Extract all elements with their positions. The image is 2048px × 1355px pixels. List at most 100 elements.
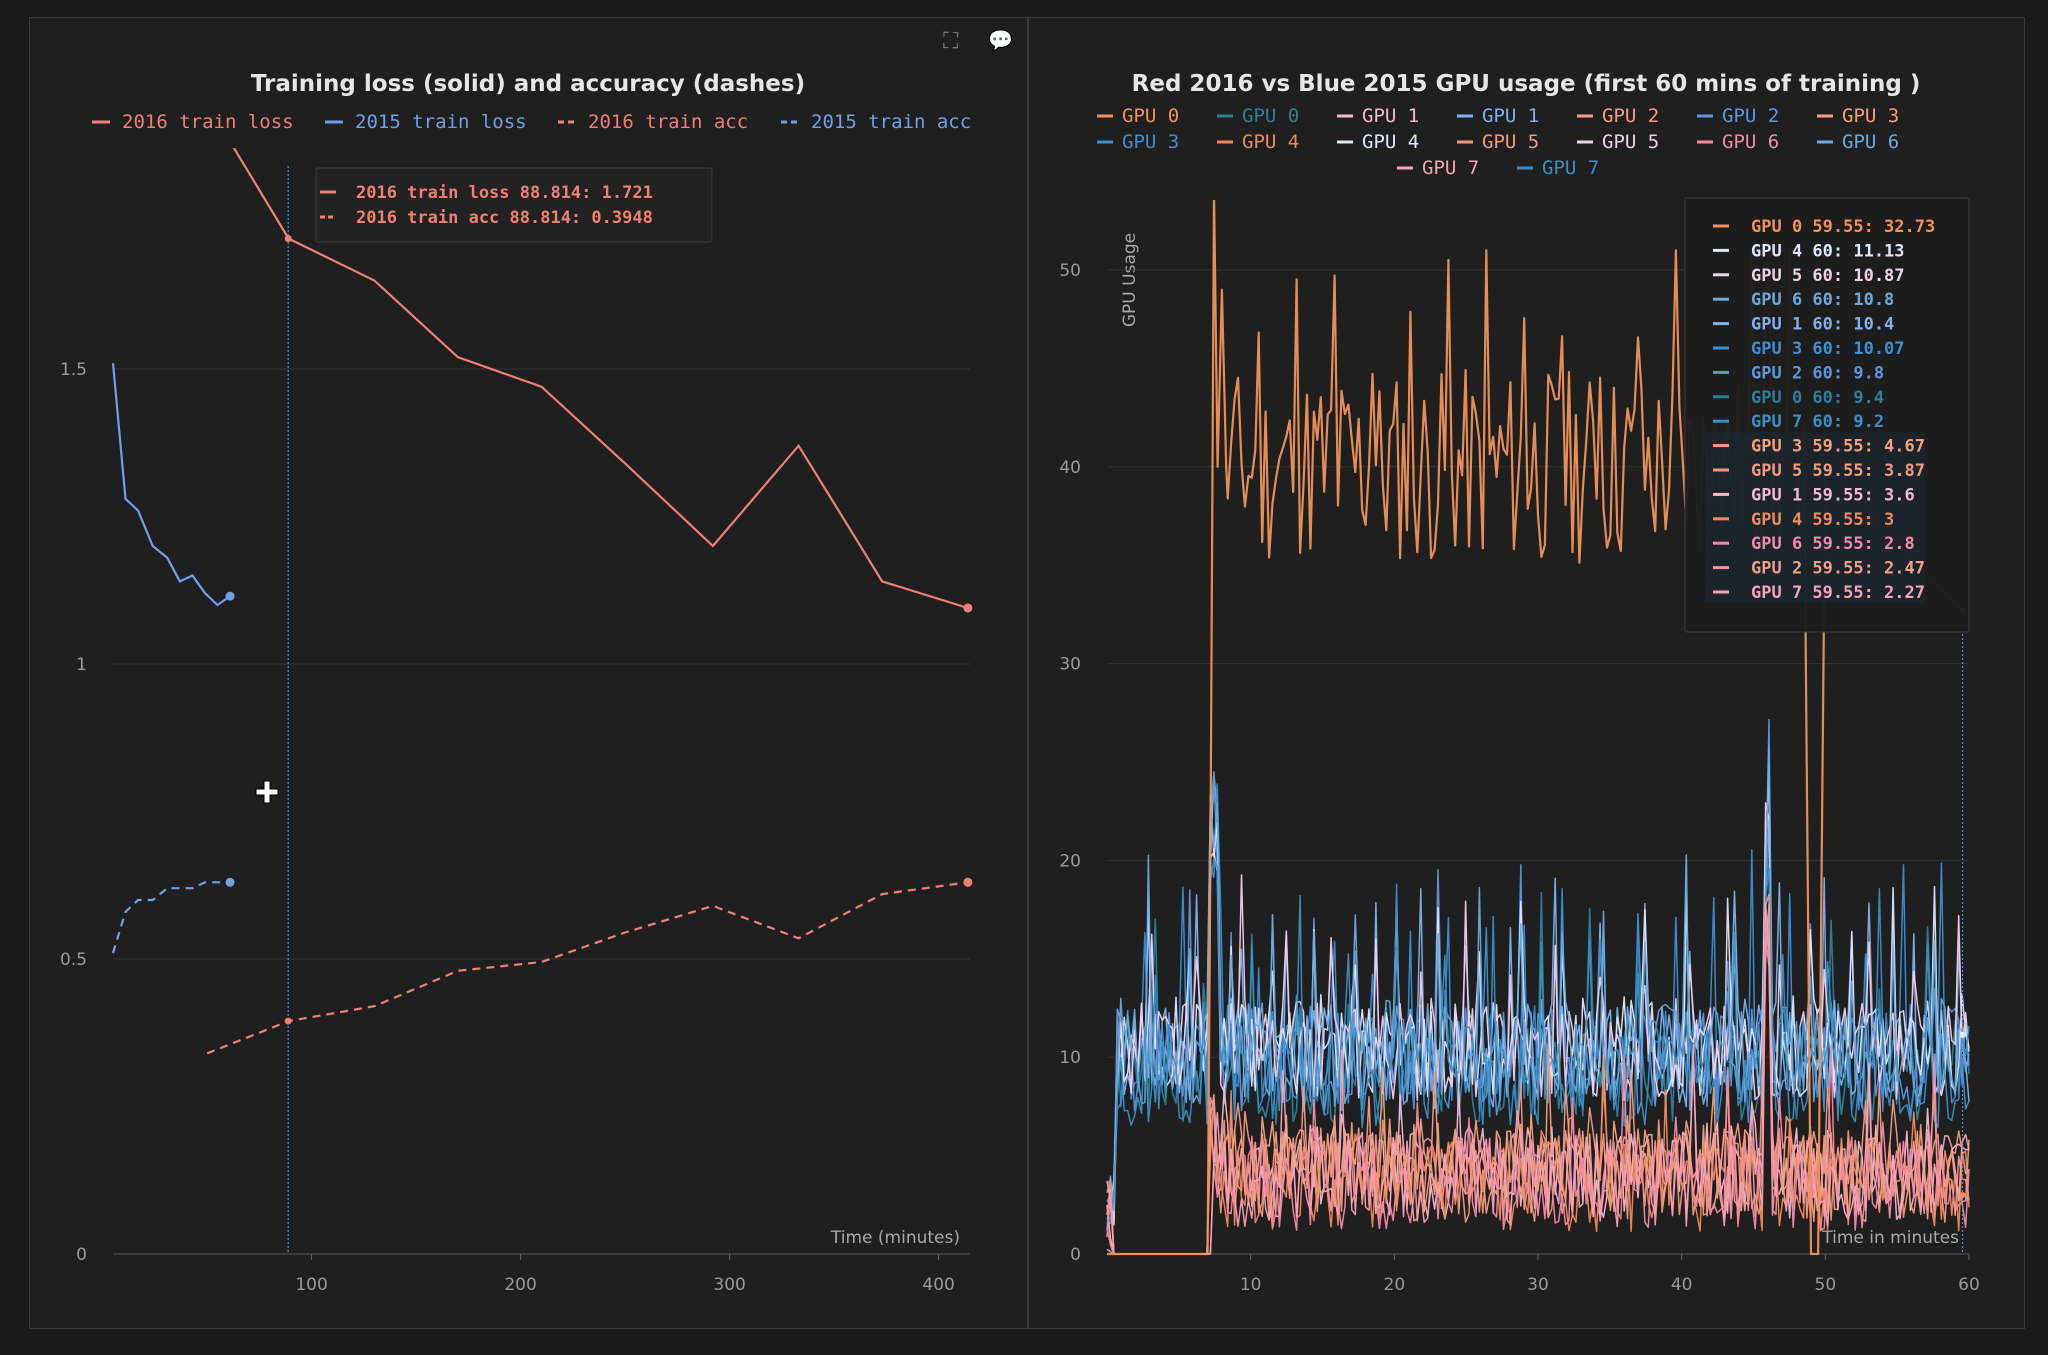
tooltip-entry: GPU 2 60: 9.8 <box>1751 363 1884 383</box>
legend-label: GPU 3 <box>1842 105 1899 127</box>
legend-item: GPU 7 <box>1517 157 1599 179</box>
hover-point <box>284 1017 292 1025</box>
legend-item: GPU 1 <box>1337 105 1419 127</box>
x-tick-label: 100 <box>295 1275 327 1295</box>
tooltip-entry: GPU 3 60: 10.07 <box>1751 339 1905 359</box>
y-tick-label: 30 <box>1059 655 1081 675</box>
legend-item: GPU 5 <box>1577 131 1659 153</box>
x-tick-label: 30 <box>1527 1275 1549 1295</box>
tooltip-row-highlight <box>1705 481 1925 506</box>
y-tick-label: 50 <box>1059 261 1081 281</box>
legend-label: GPU 4 <box>1242 131 1299 153</box>
legend-label: GPU 7 <box>1422 157 1479 179</box>
legend-label: 2015 train loss <box>355 111 527 133</box>
x-tick-label: 60 <box>1958 1275 1980 1295</box>
tooltip: GPU 0 59.55: 32.73 GPU 4 60: 11.13 GPU 5 6… <box>1684 197 1970 633</box>
tooltip-row-highlight <box>1705 457 1925 481</box>
tooltip: 2016 train loss 88.814: 1.721 2016 train … <box>315 167 713 243</box>
legend-item: 2015 train loss <box>325 111 527 133</box>
y-tick-label: 10 <box>1059 1048 1081 1068</box>
legend-item: GPU 0 <box>1097 105 1179 127</box>
gpu-usage-chart[interactable]: Red 2016 vs Blue 2015 GPU usage (first 6… <box>1029 18 2026 1330</box>
legend-item: GPU 3 <box>1817 105 1899 127</box>
tooltip-entry: 2016 train loss 88.814: 1.721 <box>356 183 653 203</box>
tooltip-entry: GPU 6 59.55: 2.8 <box>1751 534 1915 554</box>
y-tick-label: 1 <box>76 655 87 675</box>
legend-label: GPU 7 <box>1542 157 1599 179</box>
tooltip-entry: GPU 5 60: 10.87 <box>1751 266 1905 286</box>
tooltip-entry: GPU 4 59.55: 3 <box>1751 510 1894 530</box>
legend-label: GPU 6 <box>1842 131 1899 153</box>
legend-label: GPU 0 <box>1242 105 1299 127</box>
hover-point <box>284 235 292 243</box>
tooltip-entry: GPU 2 59.55: 2.47 <box>1751 559 1925 579</box>
legend-item: GPU 5 <box>1457 131 1539 153</box>
legend-label: 2016 train acc <box>588 111 748 133</box>
legend-item: 2016 train loss <box>92 111 294 133</box>
chart-title: Red 2016 vs Blue 2015 GPU usage (first 6… <box>1132 71 1921 97</box>
hover-point <box>1959 1031 1966 1038</box>
gpu-usage-panel: Red 2016 vs Blue 2015 GPU usage (first 6… <box>1028 17 2025 1329</box>
legend-label: GPU 1 <box>1362 105 1419 127</box>
series-line <box>1106 802 1970 1226</box>
series-line <box>206 881 969 1055</box>
legend-item: GPU 2 <box>1697 105 1779 127</box>
expand-icon[interactable]: ⛶ <box>943 28 959 53</box>
legend-item: 2016 train acc <box>558 111 748 133</box>
tooltip-entry: GPU 4 60: 11.13 <box>1751 241 1905 261</box>
legend-label: GPU 5 <box>1602 131 1659 153</box>
tooltip-entry: GPU 1 60: 10.4 <box>1751 315 1894 335</box>
x-tick-label: 50 <box>1815 1275 1837 1295</box>
tooltip-row-highlight <box>1705 530 1925 555</box>
tooltip-entry: GPU 0 60: 9.4 <box>1751 388 1884 408</box>
x-axis-label: Time (minutes) <box>830 1228 960 1248</box>
tooltip-box <box>315 167 713 243</box>
legend-label: 2016 train loss <box>122 111 294 133</box>
x-tick-label: 10 <box>1240 1275 1262 1295</box>
series-line <box>232 148 969 610</box>
comment-icon[interactable]: 💬 <box>988 30 1013 52</box>
loss-accuracy-panel: ⛶ 💬 Training loss (solid) and accuracy (… <box>29 17 1028 1329</box>
y-tick-label: 1.5 <box>60 360 87 380</box>
legend-item: GPU 6 <box>1817 131 1899 153</box>
hover-point <box>1959 1191 1966 1198</box>
series-end-point <box>963 603 973 613</box>
legend-item: GPU 6 <box>1697 131 1779 153</box>
y-tick-label: 0 <box>76 1245 87 1265</box>
x-tick-label: 200 <box>504 1275 536 1295</box>
series-end-point <box>225 877 235 887</box>
legend-item: GPU 4 <box>1217 131 1299 153</box>
legend-label: 2015 train acc <box>811 111 971 133</box>
series-line <box>111 362 231 607</box>
series-line <box>1106 857 1970 1221</box>
legend-label: GPU 1 <box>1482 105 1539 127</box>
series-line <box>1106 763 1970 1209</box>
legend-label: GPU 2 <box>1602 105 1659 127</box>
legend-label: GPU 4 <box>1362 131 1419 153</box>
y-tick-label: 40 <box>1059 458 1081 478</box>
tooltip-row-highlight <box>1705 554 1925 579</box>
tooltip-row-highlight <box>1705 505 1925 530</box>
legend-item: 2015 train acc <box>781 111 971 133</box>
legend-item: GPU 0 <box>1217 105 1299 127</box>
tooltip-entry: GPU 3 59.55: 4.67 <box>1751 437 1925 457</box>
series-end-point <box>963 877 973 887</box>
y-tick-label: 0.5 <box>60 950 87 970</box>
x-tick-label: 300 <box>713 1275 745 1295</box>
x-tick-label: 400 <box>922 1275 954 1295</box>
legend-item: GPU 2 <box>1577 105 1659 127</box>
legend-label: GPU 6 <box>1722 131 1779 153</box>
legend-item: GPU 4 <box>1337 131 1419 153</box>
series-end-point <box>225 591 235 601</box>
x-tick-label: 40 <box>1671 1275 1693 1295</box>
cursor-crosshair-icon <box>255 780 279 804</box>
legend-item: GPU 1 <box>1457 105 1539 127</box>
legend-item: GPU 7 <box>1397 157 1479 179</box>
x-axis-label: Time in minutes <box>1821 1228 1959 1248</box>
tooltip-entry: GPU 6 60: 10.8 <box>1751 290 1894 310</box>
loss-accuracy-chart[interactable]: Training loss (solid) and accuracy (dash… <box>30 18 1029 1330</box>
chart-title: Training loss (solid) and accuracy (dash… <box>251 71 805 97</box>
tooltip-row-highlight <box>1705 579 1925 603</box>
tooltip-entry: GPU 0 59.55: 32.73 <box>1751 217 1935 237</box>
tooltip-entry: GPU 7 59.55: 2.27 <box>1751 583 1925 603</box>
